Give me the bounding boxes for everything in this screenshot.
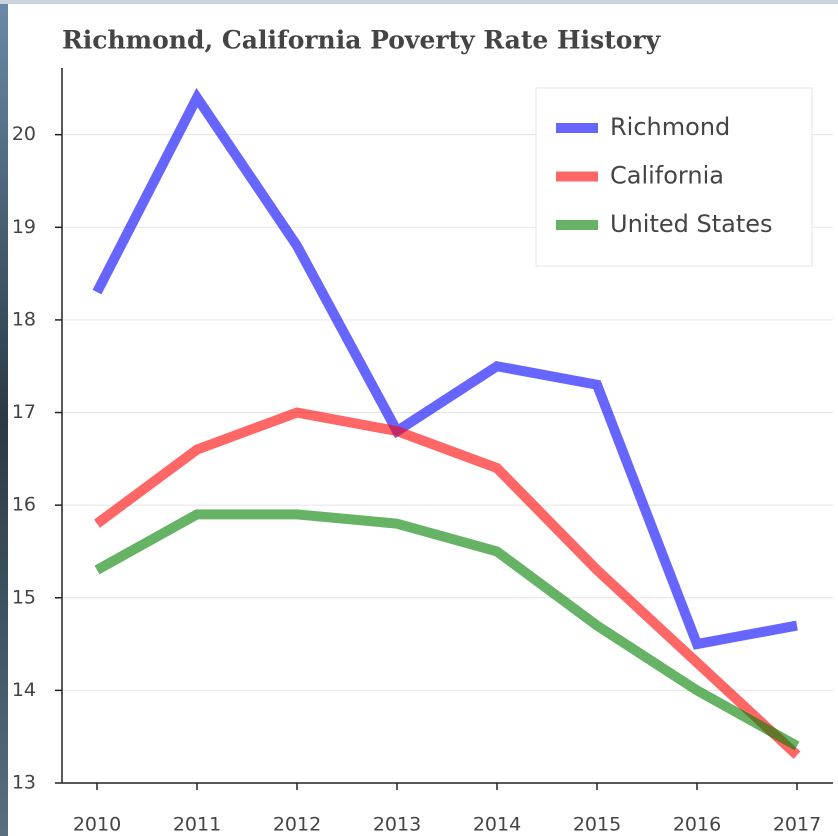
x-tick-label: 2010: [73, 814, 121, 836]
y-tick-label: 19: [12, 216, 36, 238]
x-tick-label: 2016: [673, 814, 721, 836]
background-strip: [0, 0, 8, 836]
y-tick-label: 20: [12, 123, 36, 145]
legend-label: United States: [610, 210, 773, 238]
y-tick-label: 13: [12, 772, 36, 794]
x-tick-label: 2015: [573, 814, 621, 836]
legend-label: Richmond: [610, 113, 730, 141]
y-tick-label: 15: [12, 586, 36, 608]
y-tick-label: 16: [12, 494, 36, 516]
series-line: [97, 413, 797, 756]
background-strip: [0, 0, 838, 4]
x-tick-label: 2013: [373, 814, 421, 836]
chart-title: Richmond, California Poverty Rate Histor…: [62, 26, 662, 55]
x-tick-label: 2017: [773, 814, 821, 836]
y-tick-label: 14: [12, 679, 36, 701]
x-tick-label: 2012: [273, 814, 321, 836]
x-tick-label: 2011: [173, 814, 221, 836]
x-tick-label: 2014: [473, 814, 521, 836]
chart: Richmond, California Poverty Rate Histor…: [0, 0, 838, 836]
legend-label: California: [610, 162, 724, 190]
y-tick-label: 18: [12, 308, 36, 330]
y-tick-label: 17: [12, 401, 36, 423]
legend: Richmond California United States: [536, 88, 812, 266]
